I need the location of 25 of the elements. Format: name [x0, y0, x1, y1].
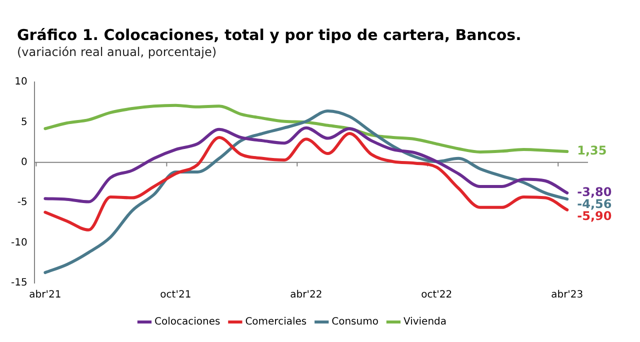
- line-series: [44, 132, 569, 232]
- y-tick-label: 10: [14, 76, 28, 88]
- y-tick-label: 0: [20, 156, 28, 168]
- legend-label: Consumo: [332, 316, 378, 328]
- chart-title: Gráfico 1. Colocaciones, total y por tipo de cartera, Bancos.: [17, 26, 522, 44]
- x-tick-label: abr'21: [29, 290, 62, 301]
- line-series: [44, 109, 569, 274]
- data-label: -4,56: [577, 197, 612, 212]
- legend-label: Comerciales: [245, 316, 307, 328]
- data-label: -3,80: [577, 185, 612, 200]
- legend-label: Vivienda: [403, 316, 447, 328]
- x-tick-label: oct'21: [160, 290, 192, 301]
- x-tick-label: abr'22: [290, 290, 322, 301]
- data-label: 1,35: [577, 144, 607, 158]
- legend-label: Colocaciones: [154, 316, 220, 328]
- y-tick-label: -5: [17, 197, 28, 208]
- y-tick-label: -10: [10, 237, 28, 248]
- x-tick-label: oct'22: [421, 290, 452, 301]
- line-series: [44, 126, 569, 204]
- y-tick-label: 5: [20, 116, 28, 128]
- chart-subtitle: (variación real anual, porcentaje): [17, 45, 217, 59]
- line-series: [44, 104, 569, 154]
- data-label: -5,90: [577, 209, 612, 224]
- y-tick-label: -15: [10, 278, 28, 289]
- x-tick-label: abr'23: [551, 290, 584, 301]
